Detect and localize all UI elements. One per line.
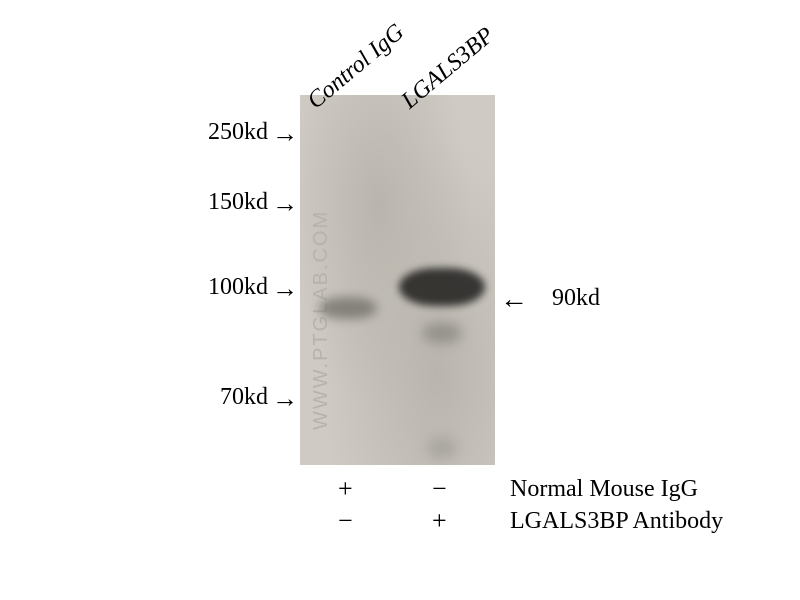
western-blot-figure: WWW.PTGLAB.COM Control IgGLGALS3BP 250kd… [0,0,800,600]
mw-marker-arrow-icon: → [272,188,298,219]
condition-mark: + [432,506,447,536]
blot-membrane: WWW.PTGLAB.COM [300,95,495,465]
condition-mark: − [432,474,447,504]
condition-mark: − [338,506,353,536]
blot-band [399,268,485,306]
mw-marker-label: 250kd [208,119,268,146]
watermark-text: WWW.PTGLAB.COM [310,210,333,430]
target-band-label: 90kd [552,285,600,312]
mw-marker-label: 70kd [220,384,268,411]
mw-marker-label: 150kd [208,189,268,216]
condition-label: Normal Mouse IgG [510,476,698,503]
blot-band [427,438,457,458]
mw-marker-arrow-icon: → [272,118,298,149]
condition-label: LGALS3BP Antibody [510,508,723,535]
condition-mark: + [338,474,353,504]
mw-marker-label: 100kd [208,274,268,301]
blot-band [319,297,377,319]
mw-marker-arrow-icon: → [272,383,298,414]
mw-marker-arrow-icon: → [272,273,298,304]
target-band-arrow: ← [500,283,528,315]
blot-band [422,323,462,343]
